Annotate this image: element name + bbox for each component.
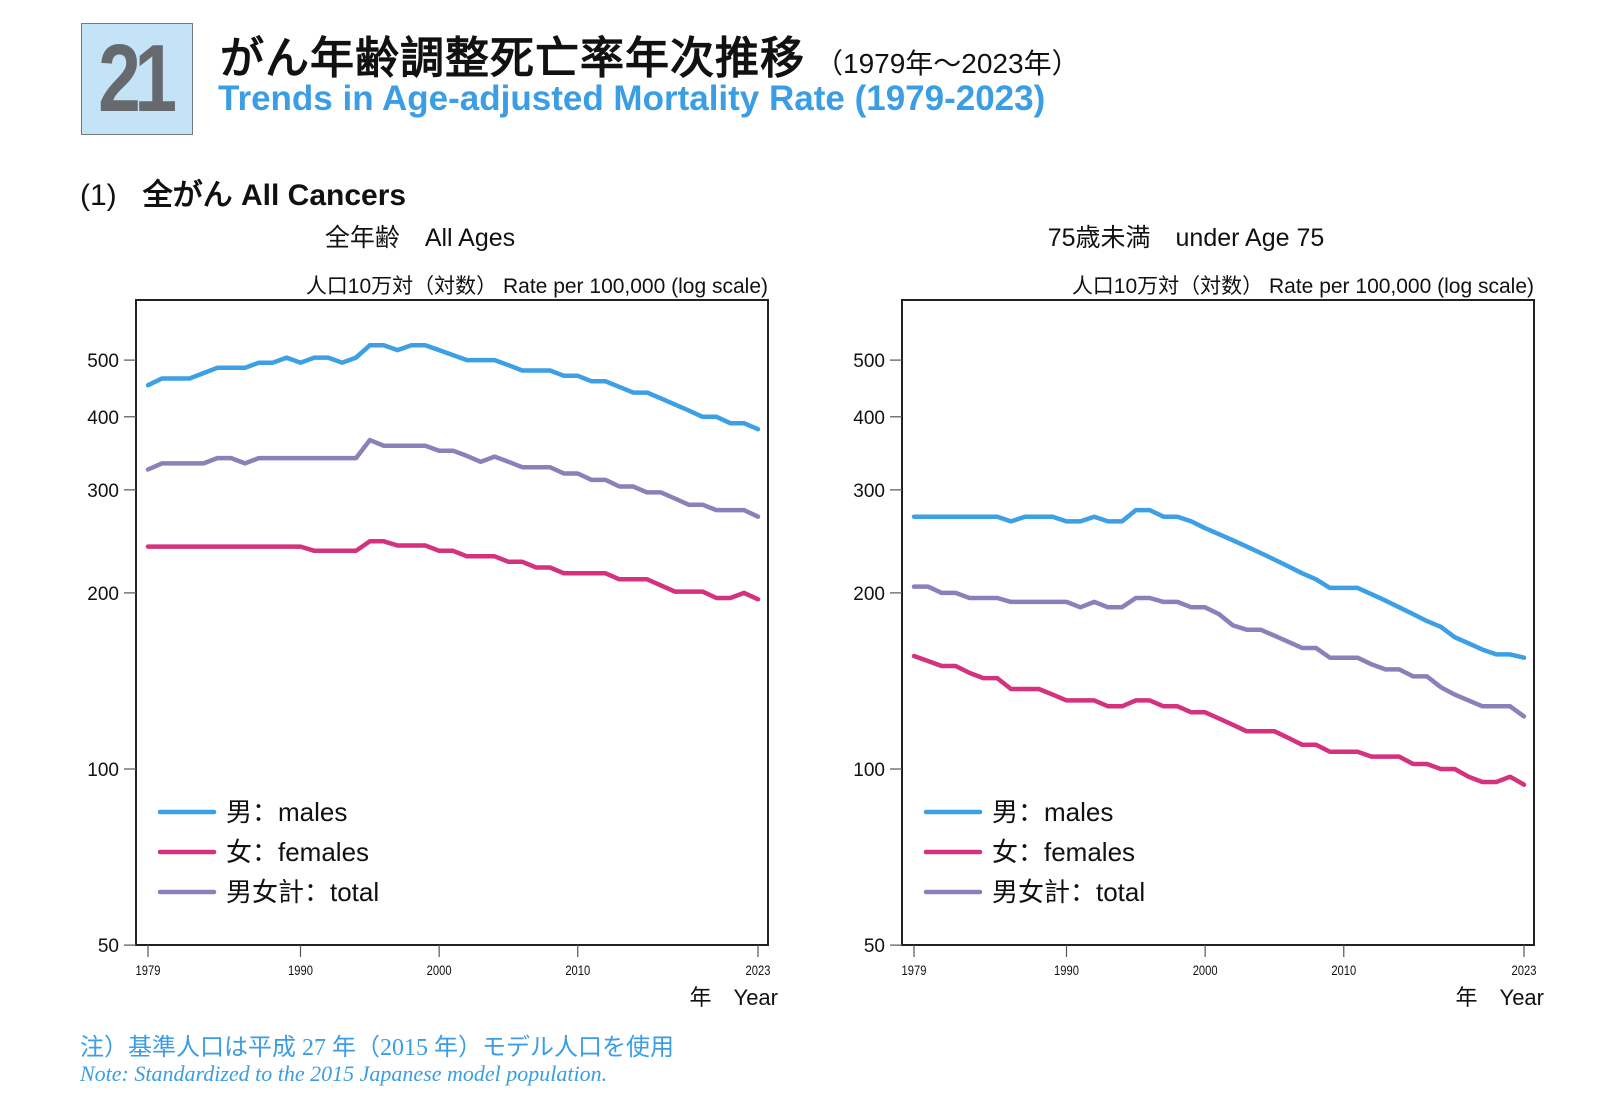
y-tick-label: 200 [87,584,119,605]
legend-label-females: 女：females [992,837,1135,867]
x-tick-label: 2023 [1512,963,1537,978]
x-axis-label: 年 Year [1456,985,1544,1010]
series-line-females [145,539,761,602]
footnote-en: Note: Standardized to the 2015 Japanese … [80,1061,608,1086]
x-axis-label: 年 Year [690,985,778,1010]
chart-title-under-75: 75歳未満 under Age 75 [1047,224,1325,252]
chapter-number: 21 [97,25,177,132]
title-range: （1979年～2023年） [815,48,1080,79]
y-tick-label: 50 [864,936,885,957]
section-number: (1) [80,179,117,212]
chart-all-ages: 50 100 200 300 400 500 1979 1990 2000 2010 2023 年 Y… [87,299,778,1010]
page-title-jp: がん年齢調整死亡率年次推移 （1979年～2023年） [220,22,1080,86]
series-line-total [911,584,1527,719]
y-tick-label: 50 [98,936,119,957]
x-tick-label: 1990 [288,963,313,978]
series-line-males [911,507,1527,660]
series-line-females [911,653,1527,787]
y-axis-unit-label-under-75: 人口10万対（対数） Rate per 100,000 (log scale) [1071,275,1534,298]
legend-label-females: 女：females [226,837,369,867]
section-heading: (1) 全がん All Cancers [80,170,406,214]
x-tick-label: 2010 [565,963,590,978]
legend-label-males: 男：males [226,797,347,827]
title-jp-text: がん年齢調整死亡率年次推移 [220,34,805,83]
series-line-total [145,437,761,519]
y-tick-label: 300 [853,481,885,502]
y-tick-label: 100 [87,760,119,781]
x-tick-label: 2000 [1193,963,1218,978]
y-tick-label: 300 [87,481,119,502]
legend-label-total: 男女計：total [992,877,1145,907]
x-tick-label: 1979 [136,963,161,978]
series-line-males [145,343,761,432]
x-tick-label: 2010 [1331,963,1356,978]
x-tick-label: 1979 [902,963,927,978]
y-tick-label: 200 [853,584,885,605]
y-tick-label: 500 [87,351,119,372]
x-tick-label: 2023 [746,963,771,978]
chart-title-all-ages: 全年齢 All Ages [324,224,516,252]
y-axis-unit-label-all-ages: 人口10万対（対数） Rate per 100,000 (log scale) [305,275,768,298]
page-title-en: Trends in Age-adjusted Mortality Rate (1… [218,79,1046,118]
y-tick-label: 100 [853,760,885,781]
chapter-number-badge: 21 [81,23,193,135]
legend-label-total: 男女計：total [226,877,379,907]
chart-under-75: 50 100 200 300 400 500 1979 1990 2000 2010 2023 年 Y… [853,299,1544,1010]
y-tick-label: 400 [853,408,885,429]
x-tick-label: 2000 [427,963,452,978]
legend-label-males: 男：males [992,797,1113,827]
section-label: 全がん All Cancers [142,179,407,212]
plot-frame [135,299,769,946]
x-tick-label: 1990 [1054,963,1079,978]
plot-frame [901,299,1535,946]
y-tick-label: 400 [87,408,119,429]
footnote-jp: 注）基準人口は平成 27 年（2015 年）モデル人口を使用 [80,1035,674,1061]
y-tick-label: 500 [853,351,885,372]
